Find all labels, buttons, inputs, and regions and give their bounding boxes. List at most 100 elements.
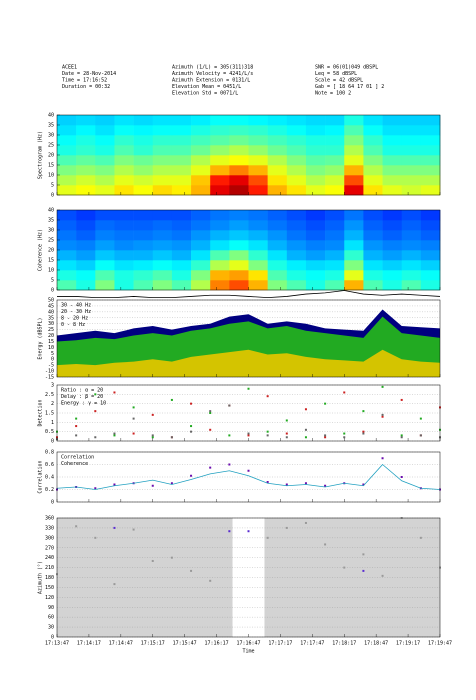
- y-tick-label: 0: [51, 500, 54, 506]
- heatmap-cell: [248, 165, 268, 176]
- heatmap-cell: [305, 125, 326, 136]
- heatmap-cell: [286, 165, 307, 176]
- heatmap-cell: [325, 175, 345, 186]
- heatmap-cell: [171, 175, 192, 186]
- point: [209, 428, 212, 431]
- point: [266, 430, 269, 433]
- point: [400, 436, 403, 439]
- heatmap-cell: [191, 145, 211, 156]
- heatmap-cell: [325, 135, 345, 146]
- point: [381, 413, 384, 416]
- heatmap-cell: [57, 145, 77, 156]
- heatmap-cell: [114, 185, 134, 196]
- point: [170, 556, 173, 559]
- point: [400, 434, 403, 437]
- y-tick-label: 40: [48, 113, 54, 119]
- point: [190, 402, 193, 405]
- point: [75, 525, 78, 528]
- line: [57, 290, 441, 299]
- heatmap-cell: [229, 220, 249, 231]
- heatmap-cell: [95, 240, 115, 251]
- heatmap-cell: [344, 250, 364, 261]
- y-tick-label: 0: [51, 357, 54, 363]
- heatmap-cell: [171, 185, 192, 196]
- heatmap-cell: [325, 270, 345, 281]
- heatmap-cell: [305, 240, 326, 251]
- heatmap-cell: [344, 240, 364, 251]
- y-tick-label: 90: [48, 605, 54, 611]
- heatmap-cell: [344, 175, 364, 186]
- heatmap-cell: [286, 260, 307, 271]
- heatmap-cell: [344, 115, 364, 126]
- point: [247, 432, 250, 435]
- heatmap-cell: [76, 250, 96, 261]
- heatmap-cell: [305, 260, 326, 271]
- y-tick-label: 25: [48, 238, 54, 244]
- heatmap-cell: [229, 135, 249, 146]
- heatmap-cell: [229, 115, 249, 126]
- point: [381, 457, 384, 460]
- heatmap-cell: [114, 125, 134, 136]
- heatmap-cell: [76, 145, 96, 156]
- y-tick-label: 5: [51, 278, 54, 284]
- legend-label: 8 - 20 Hz: [61, 316, 88, 322]
- y-tick-label: 20: [48, 248, 54, 254]
- heatmap-cell: [363, 240, 383, 251]
- heatmap-cell: [76, 270, 96, 281]
- point: [94, 536, 97, 539]
- y-tick-label: 150: [45, 585, 54, 591]
- heatmap-cell: [57, 115, 77, 126]
- point: [324, 543, 327, 546]
- heatmap-cell: [286, 250, 307, 261]
- heatmap-cell: [420, 165, 441, 176]
- heatmap-cell: [76, 115, 96, 126]
- point: [209, 410, 212, 413]
- x-tick-label: 17:17:47: [300, 641, 324, 647]
- heatmap-cell: [305, 175, 326, 186]
- heatmap-cell: [76, 210, 96, 221]
- heatmap-cell: [191, 250, 211, 261]
- y-tick-label: 30: [48, 133, 54, 139]
- heatmap-cell: [401, 220, 422, 231]
- x-tick-label: 17:17:17: [268, 641, 292, 647]
- heatmap-cell: [152, 230, 173, 241]
- y-tick-label: 25: [48, 143, 54, 149]
- heatmap-cell: [210, 115, 230, 126]
- heatmap-cell: [171, 115, 192, 126]
- heatmap-cell: [57, 185, 77, 196]
- y-axis-label: Detection: [38, 399, 44, 426]
- heatmap-cell: [229, 210, 249, 221]
- heatmap-cell: [401, 185, 422, 196]
- heatmap-cell: [382, 155, 402, 166]
- heatmap-cell: [344, 155, 364, 166]
- heatmap-cell: [191, 175, 211, 186]
- y-tick-label: 120: [45, 595, 54, 601]
- y-axis-label: Azimuth (°): [38, 561, 44, 594]
- header-text: ACEE1: [62, 65, 77, 71]
- point: [228, 530, 231, 533]
- y-tick-label: 330: [45, 525, 54, 531]
- heatmap-cell: [229, 185, 249, 196]
- point: [285, 436, 288, 439]
- heatmap-cell: [382, 220, 402, 231]
- heatmap-cell: [114, 115, 134, 126]
- point: [266, 536, 269, 539]
- point: [304, 428, 307, 431]
- heatmap-cell: [57, 280, 77, 291]
- heatmap-cell: [325, 165, 345, 176]
- heatmap-cell: [114, 250, 134, 261]
- heatmap-cell: [133, 115, 154, 126]
- heatmap-cell: [248, 210, 268, 221]
- heatmap-cell: [171, 210, 192, 221]
- x-axis-label: Time: [242, 649, 254, 655]
- heatmap-cell: [382, 165, 402, 176]
- point: [343, 391, 346, 394]
- x-tick-label: 17:15:47: [173, 641, 197, 647]
- heatmap-cell: [305, 230, 326, 241]
- point: [304, 436, 307, 439]
- y-tick-label: 1: [51, 420, 54, 426]
- heatmap-cell: [229, 175, 249, 186]
- heatmap-cell: [152, 260, 173, 271]
- header-text: Leq = 58 dBSPL: [315, 71, 357, 77]
- heatmap-cell: [363, 270, 383, 281]
